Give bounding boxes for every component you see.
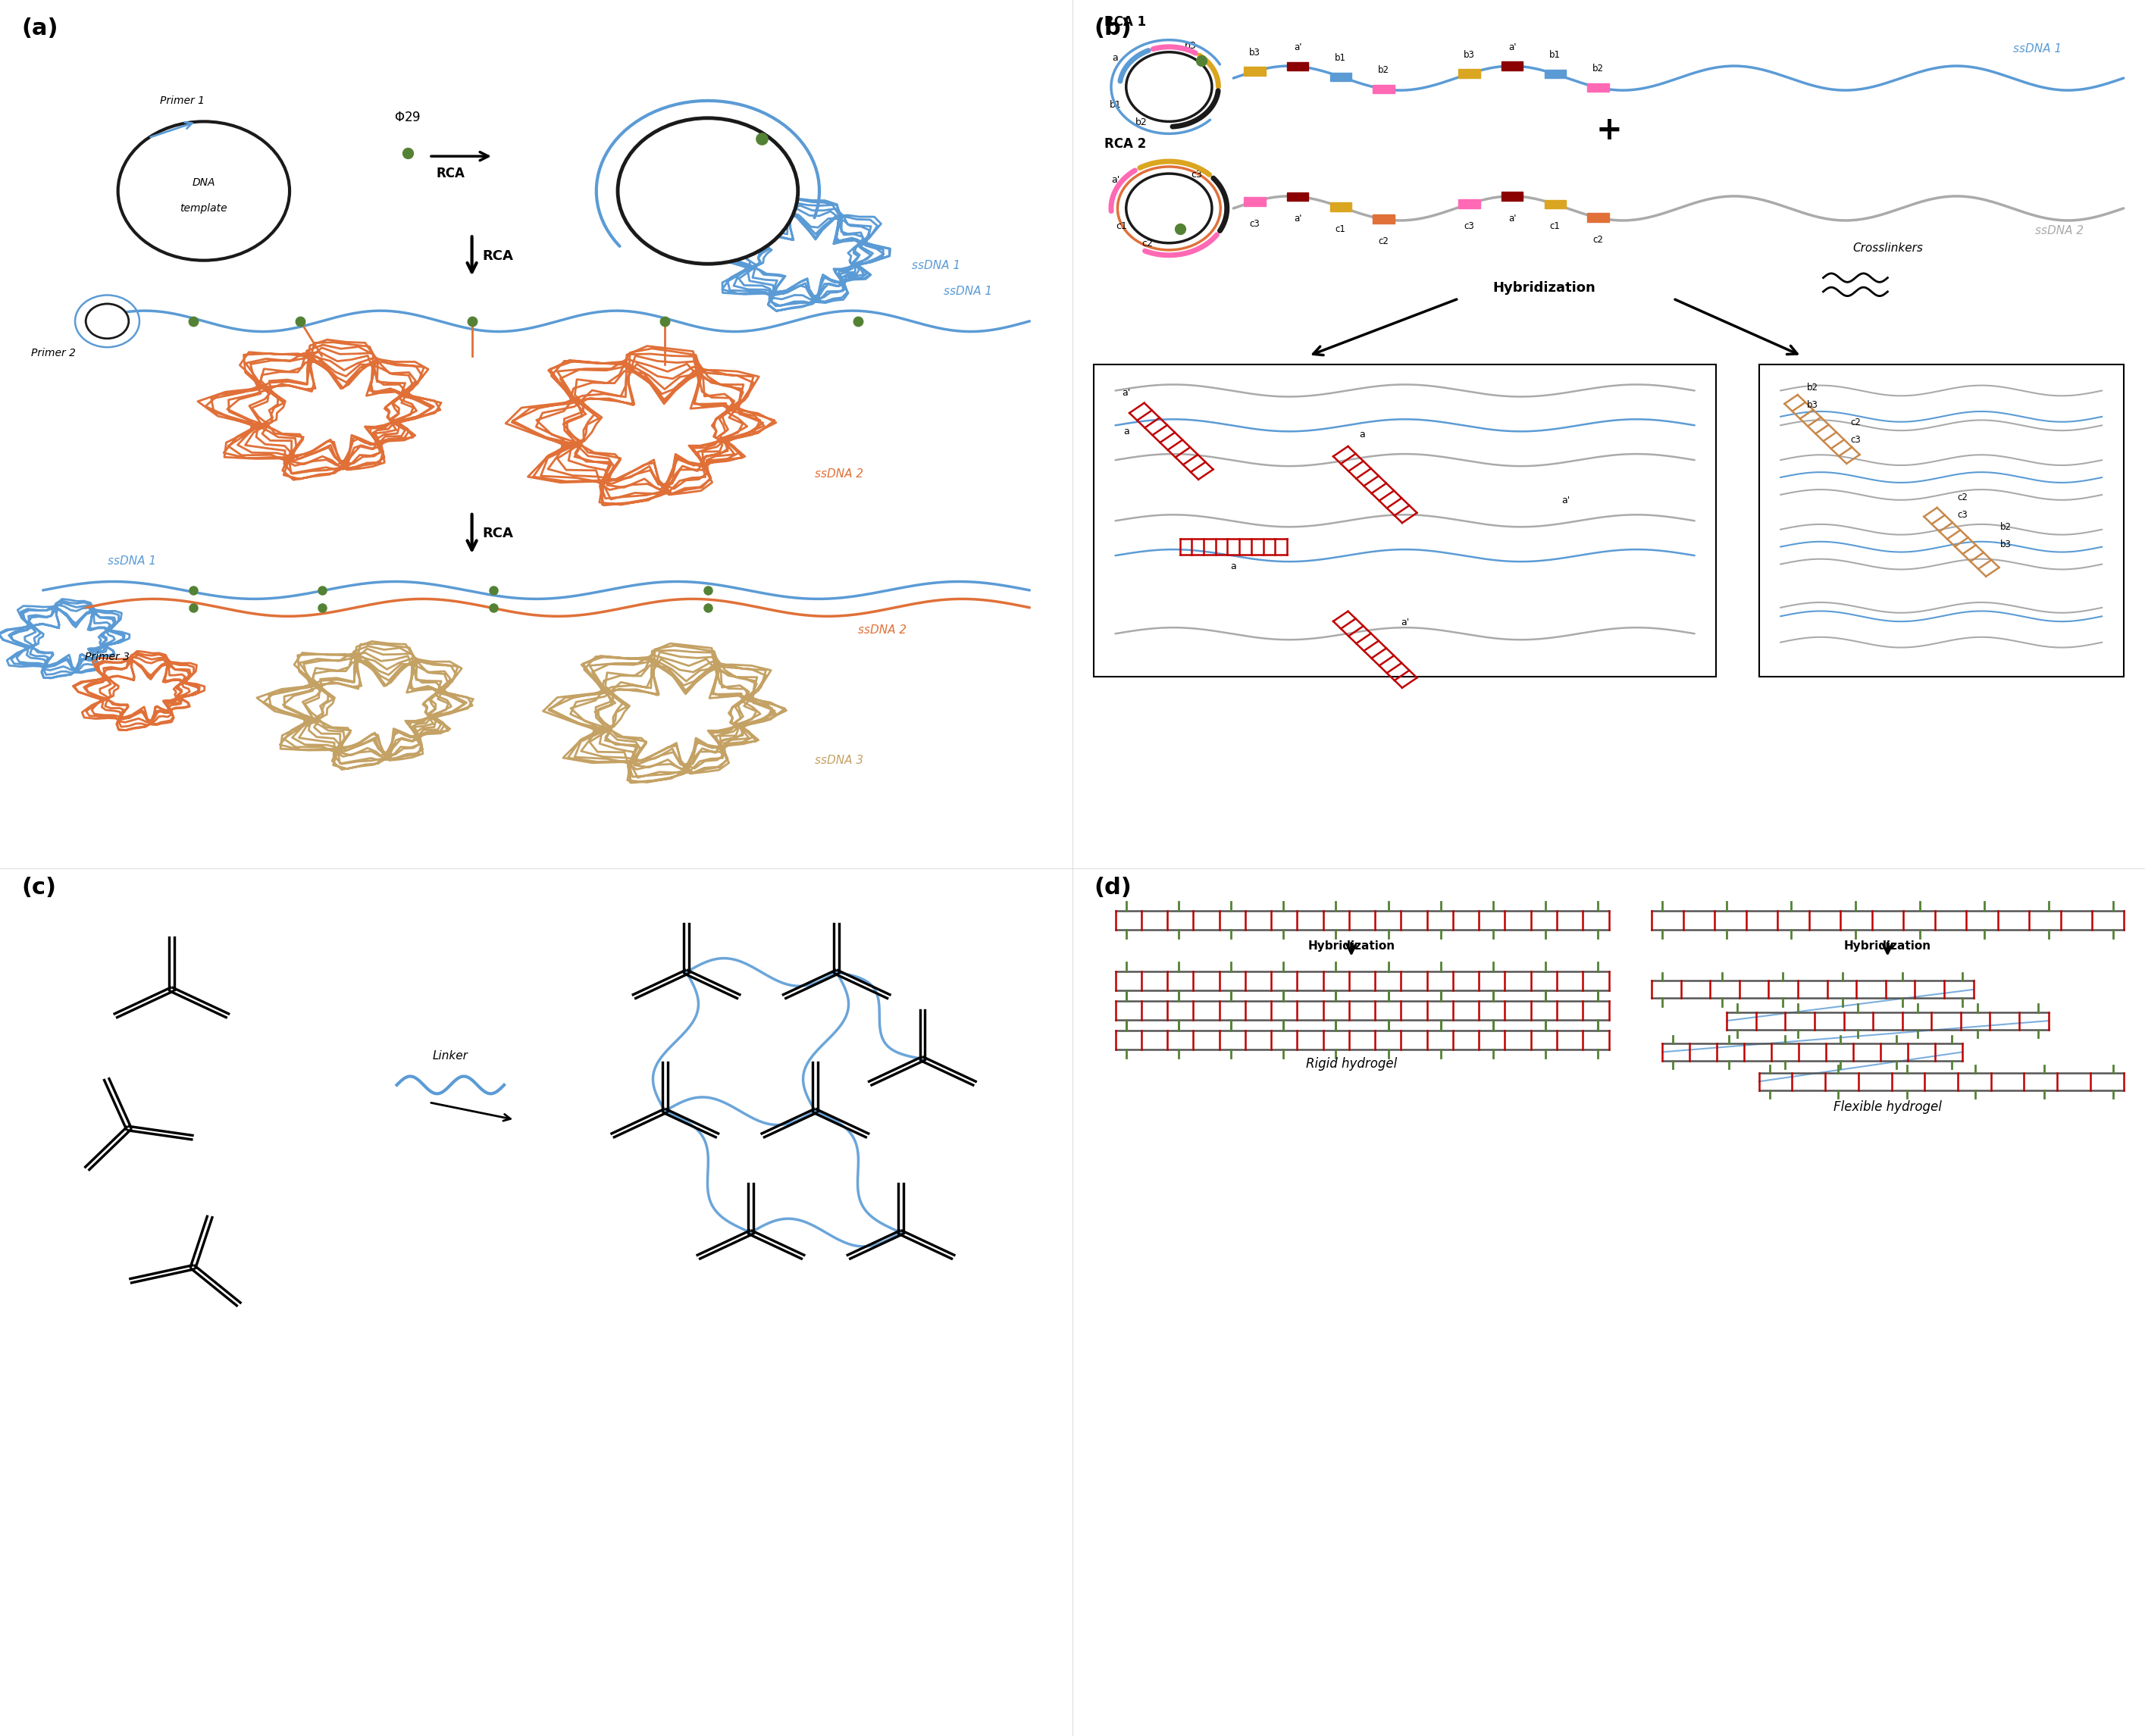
Text: c2: c2 [1594,234,1602,245]
Bar [1459,200,1480,208]
Bar [1330,203,1351,212]
Circle shape [1126,52,1212,122]
Text: a: a [1231,562,1236,571]
Text: RCA 1: RCA 1 [1105,16,1145,30]
Circle shape [618,118,798,264]
Text: a': a' [1508,42,1517,52]
Text: b2: b2 [1377,66,1390,75]
Bar [1501,193,1523,201]
Text: ssDNA 3: ssDNA 3 [815,755,864,766]
Circle shape [118,122,290,260]
Text: b3: b3 [1463,50,1476,59]
Text: b2: b2 [1135,118,1148,127]
Text: b2: b2 [1592,64,1604,73]
Text: +: + [1596,115,1622,146]
Text: DNA: DNA [193,177,214,187]
Text: RCA: RCA [435,167,465,181]
Text: a': a' [1111,175,1120,184]
Text: Primer 3: Primer 3 [86,651,129,661]
Text: a': a' [1401,618,1409,627]
Bar [1587,83,1609,92]
Bar [1459,69,1480,78]
Text: Flexible hydrogel: Flexible hydrogel [1834,1101,1941,1115]
Text: ssDNA 1: ssDNA 1 [912,260,961,271]
Text: a': a' [1122,389,1130,398]
Text: (b): (b) [1094,17,1133,40]
Text: b2: b2 [1999,523,2012,531]
Text: a': a' [1562,496,1570,505]
Text: a: a [1113,54,1118,62]
Circle shape [86,304,129,339]
Bar [1287,193,1308,201]
Text: c3: c3 [1958,510,1967,519]
Circle shape [1126,174,1212,243]
Text: Primer 2: Primer 2 [32,347,75,358]
Text: Rigid hydrogel: Rigid hydrogel [1306,1057,1396,1071]
Text: b3: b3 [1806,401,1819,410]
Text: $\it{\Phi}$29: $\it{\Phi}$29 [395,111,420,125]
Text: c3: c3 [1851,436,1860,444]
Text: (d): (d) [1094,877,1133,899]
Bar [1244,68,1266,76]
Text: Hybridization: Hybridization [1308,941,1394,951]
Text: c1: c1 [1551,222,1559,231]
Bar [1287,62,1308,71]
Bar [1501,62,1523,71]
Text: a: a [1124,427,1128,436]
Bar [1244,198,1266,207]
Text: b3: b3 [1999,540,2012,549]
Text: Crosslinkers: Crosslinkers [1853,243,1922,253]
Text: ssDNA 2: ssDNA 2 [2036,226,2083,236]
Text: c2: c2 [1958,493,1967,502]
Bar [1094,365,1716,677]
Text: RCA: RCA [483,528,513,540]
Text: c3: c3 [1465,220,1474,231]
Text: ssDNA 2: ssDNA 2 [858,625,907,635]
Text: c1: c1 [1115,222,1128,231]
Text: c2: c2 [1851,418,1860,427]
Text: c2: c2 [1379,236,1388,247]
Text: b3: b3 [1184,42,1197,50]
Text: Hybridization: Hybridization [1493,281,1596,295]
Text: b1: b1 [1109,101,1122,109]
Text: b1: b1 [1334,54,1347,62]
Bar [1373,85,1394,94]
Text: c2: c2 [1141,240,1154,248]
Text: a': a' [1508,214,1517,224]
Text: template: template [180,203,227,214]
Text: RCA 2: RCA 2 [1105,137,1148,151]
Text: (c): (c) [21,877,56,899]
Text: c3: c3 [1190,170,1203,179]
Text: a': a' [1293,43,1302,52]
Text: a: a [1360,431,1364,439]
Bar [1759,365,2124,677]
Bar [1544,69,1566,78]
Text: ssDNA 1: ssDNA 1 [2014,43,2061,54]
Bar [1587,214,1609,222]
Text: c1: c1 [1336,224,1345,234]
Text: b2: b2 [1806,384,1819,392]
Text: (a): (a) [21,17,58,40]
Bar [1330,73,1351,82]
Text: a': a' [1293,214,1302,224]
Text: ssDNA 1: ssDNA 1 [944,286,993,297]
Text: Hybridization: Hybridization [1845,941,1931,951]
Bar [1544,200,1566,208]
Text: b3: b3 [1248,47,1261,57]
Text: ssDNA 1: ssDNA 1 [107,556,157,566]
Text: RCA: RCA [483,250,513,262]
Text: b1: b1 [1549,50,1562,61]
Text: Primer 1: Primer 1 [161,95,204,106]
Bar [1373,215,1394,224]
Text: c3: c3 [1251,219,1259,229]
Text: Linker: Linker [433,1050,468,1061]
Text: ssDNA 2: ssDNA 2 [815,469,864,479]
